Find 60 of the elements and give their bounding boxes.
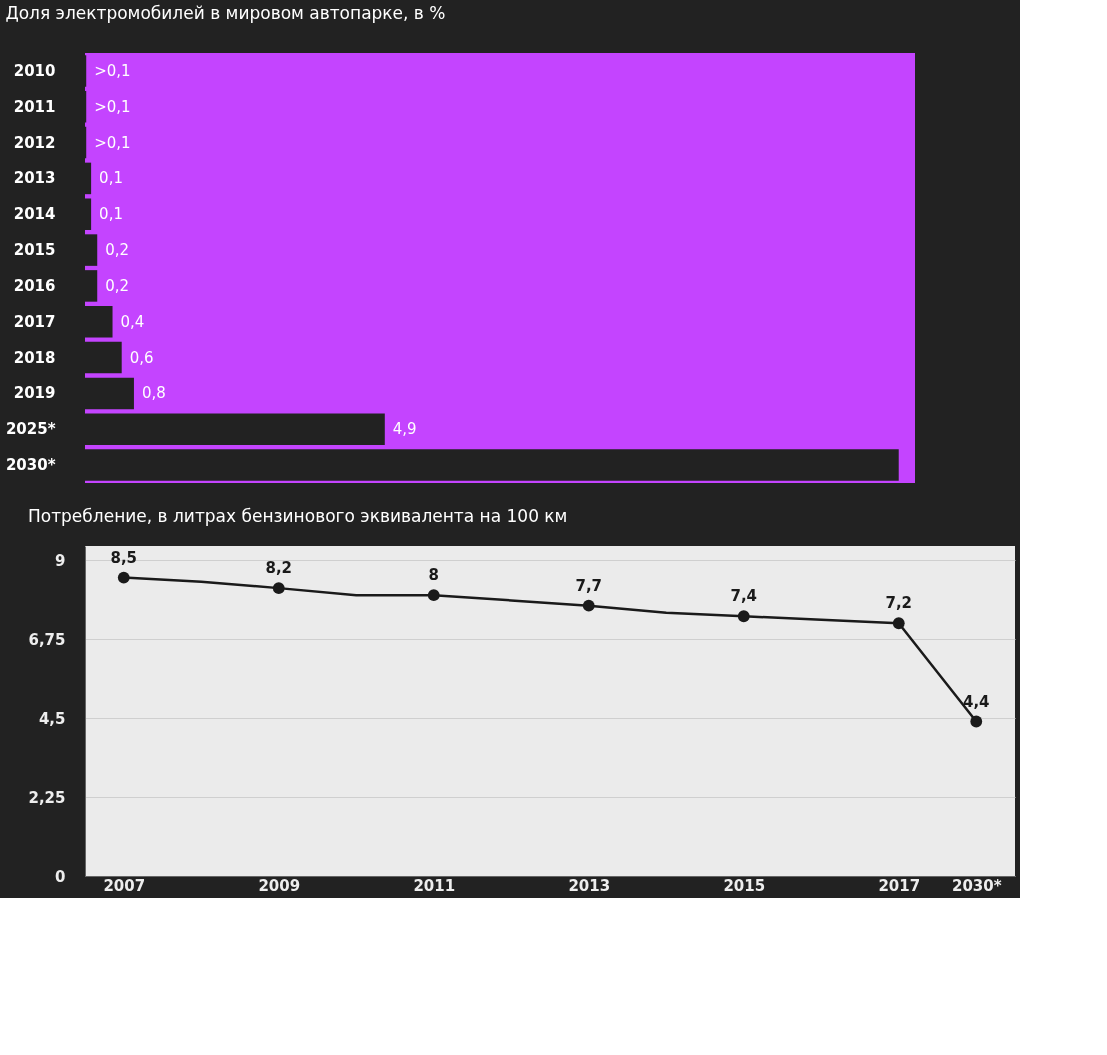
chart-title: Потребление, в литрах бензинового эквивалента на 100 км [27, 506, 568, 526]
point [737, 610, 750, 623]
data-label: 0,4 [120, 312, 145, 331]
data-label: >0,1 [94, 133, 131, 152]
y-tick-label: 6,75 [28, 630, 66, 649]
point [892, 617, 905, 630]
bar [85, 270, 98, 302]
y-tick-label: 2011 [13, 97, 56, 116]
data-label: 4,9 [392, 420, 417, 439]
data-label: 8 [428, 566, 439, 585]
data-label: 0,2 [105, 276, 130, 295]
bar [85, 198, 92, 231]
y-tick-label: 2012 [13, 133, 56, 152]
data-label: 0,2 [105, 241, 130, 260]
y-tick-label: 2016 [13, 276, 56, 295]
bar [85, 162, 92, 195]
x-tick-label: 2030* [951, 876, 1002, 895]
data-label: >0,1 [94, 61, 131, 80]
data-label: 7,2 [885, 594, 913, 613]
y-tick-label: 0 [55, 867, 66, 886]
data-label: 0,6 [129, 348, 154, 367]
y-tick-label: 9 [55, 551, 66, 570]
bar [85, 449, 899, 481]
bar [85, 234, 98, 266]
y-tick-label: 2030* [5, 456, 56, 475]
data-label: 8,2 [265, 559, 293, 578]
bar [85, 305, 113, 338]
y-tick-label: 2015 [13, 241, 56, 260]
y-tick-label: 2025* [5, 420, 56, 439]
y-tick-label: 2,25 [28, 788, 66, 807]
data-label: 0,8 [141, 384, 166, 403]
point [117, 571, 130, 584]
data-label: 8,5 [110, 548, 138, 567]
y-tick-label: 2014 [13, 205, 56, 224]
y-tick-label: 2017 [13, 312, 56, 331]
x-tick-label: 2007 [103, 876, 146, 895]
x-tick-label: 2015 [723, 876, 766, 895]
x-tick-label: 2011 [413, 876, 456, 895]
data-label: 7,4 [730, 587, 758, 606]
y-tick-label: 2018 [13, 348, 56, 367]
bar [85, 413, 385, 446]
point [970, 715, 983, 728]
y-tick-label: 4,5 [38, 709, 66, 728]
point [272, 582, 285, 595]
y-tick-label: 2010 [13, 61, 56, 80]
chart-title: Доля электромобилей в мировом автопарке, в % [5, 3, 446, 23]
point [582, 599, 595, 612]
bar [85, 377, 134, 410]
data-label: >0,1 [94, 97, 131, 116]
x-tick-label: 2017 [878, 876, 921, 895]
x-tick-label: 2009 [258, 876, 301, 895]
y-tick-label: 2013 [13, 169, 56, 188]
data-label: 0,1 [99, 205, 123, 224]
bar [85, 341, 122, 374]
point [427, 589, 440, 602]
data-label: 4,4 [962, 692, 990, 711]
x-tick-label: 2013 [568, 876, 611, 895]
y-tick-label: 2019 [13, 384, 56, 403]
data-label: 7,7 [575, 576, 603, 595]
data-label: 0,1 [99, 169, 123, 188]
